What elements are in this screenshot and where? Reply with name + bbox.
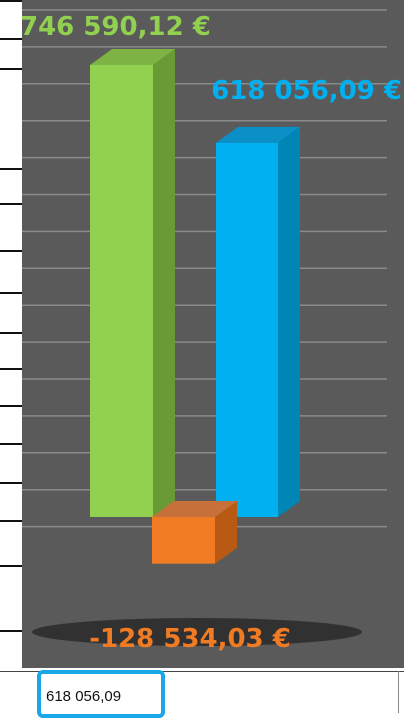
row-line (0, 630, 22, 632)
selected-cell[interactable] (37, 670, 165, 718)
row-line (0, 0, 22, 2)
row-line (0, 368, 22, 370)
row-line (0, 292, 22, 294)
bar-chart: 746 590,12 € -128 534,03 € 618 056,09 € (22, 0, 404, 668)
row-line (0, 38, 22, 40)
spreadsheet-left-column (0, 0, 22, 668)
bar-1 (152, 517, 215, 564)
row-line (0, 565, 22, 567)
bar-side-1 (215, 501, 237, 564)
selected-cell-value: 618 056,09 (46, 688, 122, 705)
floor-shadow (32, 618, 362, 646)
bars (90, 49, 300, 564)
row-line (0, 68, 22, 70)
row-line (0, 250, 22, 252)
data-labels: 746 590,12 € -128 534,03 € 618 056,09 € (22, 12, 402, 654)
bar-top-2 (216, 126, 300, 143)
row-line (0, 332, 22, 334)
row-line (0, 405, 22, 407)
row-border (0, 671, 404, 672)
row-line (0, 520, 22, 522)
bar-top-0 (90, 49, 175, 65)
bar-side-0 (153, 49, 175, 517)
row-line (0, 203, 22, 205)
bar-0 (90, 65, 153, 517)
data-label-2: 618 056,09 € (211, 76, 402, 106)
row-line (0, 443, 22, 445)
chart-area[interactable]: 746 590,12 € -128 534,03 € 618 056,09 € (22, 0, 404, 668)
column-border (398, 671, 399, 713)
data-label-0: 746 590,12 € (22, 12, 211, 42)
bar-side-2 (278, 126, 300, 518)
row-line (0, 482, 22, 484)
row-line (0, 168, 22, 170)
data-label-1: -128 534,03 € (89, 624, 291, 654)
bar-top-1 (152, 501, 237, 517)
bar-2 (216, 142, 278, 518)
